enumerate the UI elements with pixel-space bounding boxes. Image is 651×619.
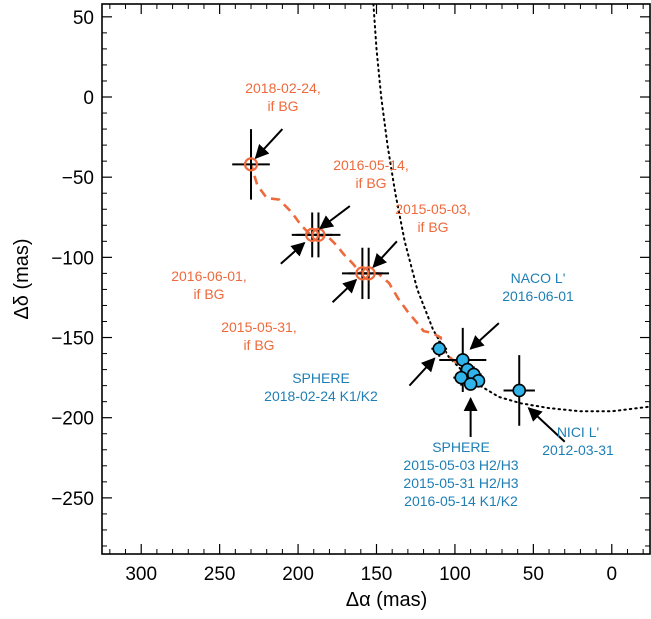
- blue-annotation-label: SPHERE 2015-05-03 H2/H3 2015-05-31 H2/H3 20…: [403, 439, 518, 509]
- blue-annotation-label-line: NICI L': [557, 424, 599, 440]
- background-point: [355, 266, 370, 281]
- x-tick-label: 200: [282, 564, 314, 585]
- orange-annotation-label-line: if BG: [243, 337, 274, 353]
- blue-annotation-label: NICI L' 2012-03-31: [542, 424, 614, 458]
- x-tick-label: 50: [523, 564, 544, 585]
- observed-point: [454, 370, 469, 385]
- orange-annotation-label: 2016-05-14, if BG: [333, 157, 409, 191]
- blue-annotation-label-line: 2015-05-31 H2/H3: [403, 475, 518, 491]
- blue-annotation-label: SPHERE 2018-02-24 K1/K2: [264, 370, 378, 404]
- x-tick-label: 300: [125, 564, 157, 585]
- x-axis-title: Δα (mas): [346, 589, 428, 611]
- y-tick-label: −250: [51, 489, 94, 510]
- background-point: [361, 266, 376, 281]
- orange-annotation-label-line: if BG: [193, 286, 224, 302]
- blue-annotation-label-line: SPHERE: [292, 370, 350, 386]
- orange-annotation-label-line: if BG: [417, 219, 448, 235]
- orange-annotation-arrow: [331, 278, 358, 303]
- blue-annotation-label-line: 2015-05-03 H2/H3: [403, 457, 518, 473]
- orange-annotation-label-line: if BG: [267, 98, 298, 114]
- axes: 300 250 200 150 100 50 0 50 0 −50 −100 −150 −200 −250…: [11, 3, 651, 611]
- blue-annotation-label-line: SPHERE: [432, 439, 490, 455]
- blue-annotation-arrow: [527, 407, 566, 443]
- orange-annotation-label-line: 2016-06-01,: [171, 268, 247, 284]
- orange-annotation-arrow: [254, 128, 284, 159]
- blue-annotation-label-line: 2012-03-31: [542, 442, 614, 458]
- orange-annotation-arrow: [372, 240, 398, 269]
- background-point: [243, 157, 259, 172]
- y-axis-title: Δδ (mas): [11, 238, 33, 319]
- orange-annotation-label-line: 2018-02-24,: [245, 80, 321, 96]
- orange-annotation-arrow: [280, 241, 306, 265]
- x-tick-label: 100: [439, 564, 471, 585]
- blue-annotation-label-line: 2016-06-01: [502, 288, 574, 304]
- x-tick-label: 250: [204, 564, 236, 585]
- background-point: [305, 227, 320, 243]
- observed-point: [432, 341, 447, 356]
- orange-annotation-label-line: 2015-05-31,: [221, 319, 297, 335]
- orbit-dotted-line: [372, 4, 651, 413]
- y-tick-label: −200: [51, 409, 94, 430]
- orange-annotation-label-line: if BG: [355, 175, 386, 191]
- blue-annotation-label-line: 2016-05-14 K1/K2: [404, 493, 518, 509]
- orange-annotation-label: 2018-02-24, if BG: [245, 80, 321, 114]
- orange-annotation-label: 2015-05-03, if BG: [395, 201, 471, 235]
- observed-point: [512, 383, 527, 398]
- orange-annotation-label-line: 2015-05-03,: [395, 201, 471, 217]
- x-tick-label: 0: [606, 564, 617, 585]
- data-layer: [232, 4, 651, 426]
- background-track-dashed-line: [249, 163, 476, 387]
- blue-annotation-label-line: 2018-02-24 K1/K2: [264, 388, 378, 404]
- orange-annotation-label: 2015-05-31, if BG: [221, 319, 297, 353]
- y-tick-label: −50: [62, 168, 94, 189]
- background-point: [311, 227, 326, 243]
- orange-annotation-label: 2016-06-01, if BG: [171, 268, 247, 302]
- y-tick-label: −150: [51, 329, 94, 350]
- blue-annotation-label-line: NACO L': [511, 270, 566, 286]
- observed-point: [463, 377, 478, 391]
- y-tick-label: −100: [51, 248, 94, 269]
- blue-annotation-arrow: [469, 322, 500, 350]
- blue-annotation-arrow: [408, 357, 436, 387]
- orange-annotation-arrow: [318, 205, 351, 230]
- y-tick-label: 50: [73, 8, 94, 29]
- y-tick-label: 0: [83, 88, 94, 109]
- blue-annotation-label: NACO L' 2016-06-01: [502, 270, 574, 304]
- orange-annotation-label-line: 2016-05-14,: [333, 157, 409, 173]
- x-tick-label: 150: [361, 564, 393, 585]
